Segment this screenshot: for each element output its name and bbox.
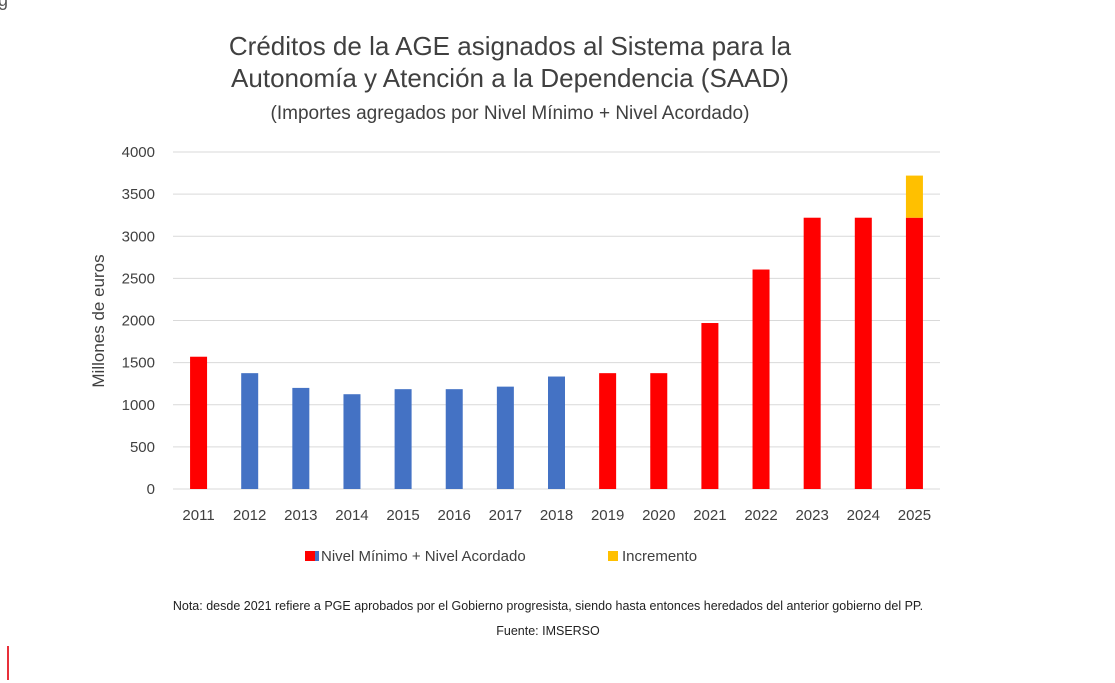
bar-2012 xyxy=(241,373,259,489)
bar-increment-2025 xyxy=(905,175,923,218)
y-tick-label: 3000 xyxy=(122,228,155,245)
legend: Nivel Mínimo + Nivel Acordado Incremento xyxy=(305,548,697,565)
x-tick-label: 2023 xyxy=(795,507,828,524)
footnote-source: Fuente: IMSERSO xyxy=(496,624,600,638)
x-tick-label: 2017 xyxy=(489,507,522,524)
bar-2021 xyxy=(701,323,719,489)
bars xyxy=(190,175,923,489)
x-tick-label: 2013 xyxy=(284,507,317,524)
x-tick-labels: 2011 2012 2013 2014 2015 2016 2017 2018 2019 2020… xyxy=(182,507,931,524)
footnote-note: Nota: desde 2021 refiere a PGE aprobados… xyxy=(173,599,923,613)
y-tick-label: 2000 xyxy=(122,313,155,330)
top-edge-fragment: g xyxy=(0,0,8,10)
chart-title-line-2: Autonomía y Atención a la Dependencia (S… xyxy=(231,63,789,93)
x-tick-label: 2024 xyxy=(847,507,880,524)
legend-label-incremento: Incremento xyxy=(622,548,697,565)
bar-2016 xyxy=(445,389,463,489)
legend-swatch-incremento xyxy=(608,551,618,561)
y-tick-label: 1500 xyxy=(122,355,155,372)
bar-2020 xyxy=(650,373,668,489)
bar-2017 xyxy=(496,386,514,489)
chart-title-line-1: Créditos de la AGE asignados al Sistema … xyxy=(229,31,792,61)
x-tick-label: 2015 xyxy=(386,507,419,524)
y-tick-labels: 0 500 1000 1500 2000 2500 3000 3500 4000 xyxy=(122,144,155,498)
x-tick-label: 2025 xyxy=(898,507,931,524)
bar-2023 xyxy=(803,217,821,489)
left-edge-marker xyxy=(7,646,9,680)
y-tick-label: 2500 xyxy=(122,270,155,287)
bar-2014 xyxy=(343,394,361,489)
y-tick-label: 1000 xyxy=(122,397,155,414)
legend-swatch-nivel xyxy=(305,551,315,561)
x-tick-label: 2011 xyxy=(182,507,214,524)
bar-2015 xyxy=(394,389,412,489)
x-tick-label: 2018 xyxy=(540,507,573,524)
y-axis-label: Millones de euros xyxy=(89,254,108,387)
bar-2022 xyxy=(752,269,770,489)
bar-2024 xyxy=(854,217,872,489)
x-tick-label: 2021 xyxy=(693,507,726,524)
y-tick-label: 3500 xyxy=(122,186,155,203)
y-tick-label: 500 xyxy=(130,439,155,456)
x-tick-label: 2022 xyxy=(744,507,777,524)
bar-2013 xyxy=(292,387,310,489)
legend-label-nivel: Nivel Mínimo + Nivel Acordado xyxy=(321,548,526,565)
legend-swatch-nivel-blue-edge xyxy=(315,551,319,561)
x-tick-label: 2019 xyxy=(591,507,624,524)
x-tick-label: 2014 xyxy=(335,507,368,524)
bar-2011 xyxy=(190,356,208,489)
bar-2019 xyxy=(599,373,617,489)
x-tick-label: 2012 xyxy=(233,507,266,524)
bar-2025 xyxy=(905,217,923,489)
y-tick-label: 4000 xyxy=(122,144,155,161)
x-tick-label: 2020 xyxy=(642,507,675,524)
x-tick-label: 2016 xyxy=(438,507,471,524)
chart-subtitle: (Importes agregados por Nivel Mínimo + N… xyxy=(271,103,750,124)
bar-2018 xyxy=(548,376,565,489)
y-tick-label: 0 xyxy=(147,481,155,498)
